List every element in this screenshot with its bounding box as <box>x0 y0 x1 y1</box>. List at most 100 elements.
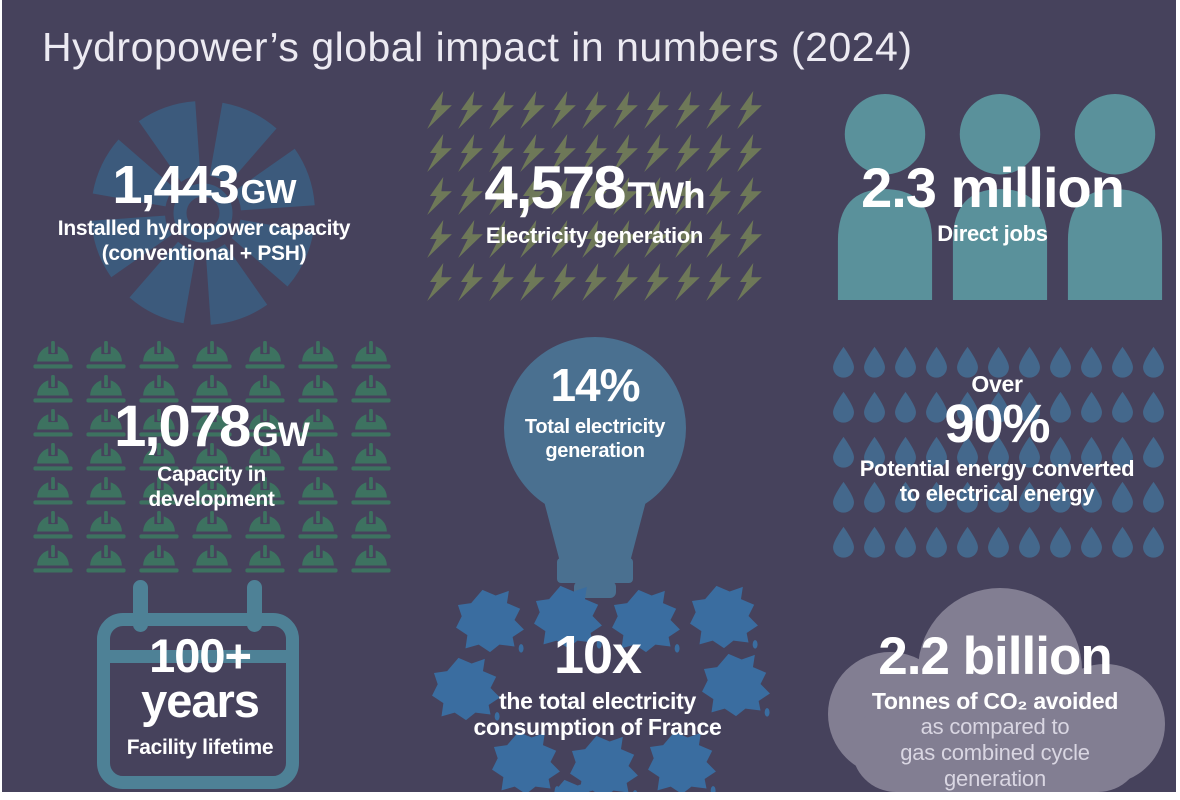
lightning-bolt-icon <box>551 219 576 258</box>
water-drop-icon <box>1050 526 1071 558</box>
lightning-bolt-icon <box>644 90 669 129</box>
hard-hat-icon <box>85 341 126 369</box>
lightning-bolt-icon <box>675 90 700 129</box>
lightning-bolt-icon <box>458 133 483 172</box>
lightning-bolt-icon <box>737 219 762 258</box>
water-drop-icon <box>1019 346 1040 378</box>
hard-hat-icon <box>350 477 391 505</box>
lightning-bolt-icon <box>489 219 514 258</box>
lightning-bolt-icon <box>551 262 576 301</box>
france-map-icon <box>612 589 680 653</box>
person-icon <box>952 94 1048 300</box>
hard-hat-icon <box>191 477 232 505</box>
lifetime-label: Facility lifetime <box>126 736 274 759</box>
lightning-bolt-icon <box>644 133 669 172</box>
lightning-bolt-icon <box>706 90 731 129</box>
water-drop-icon <box>833 526 854 558</box>
france-label-1: the total electricity <box>499 688 696 714</box>
water-drop-icon <box>864 436 885 468</box>
lightning-bolt-icon <box>582 219 607 258</box>
water-drop-icon <box>895 526 916 558</box>
water-drop-icon <box>1143 481 1164 513</box>
water-drop-icon <box>957 481 978 513</box>
installed-capacity-label-1: Installed hydropower capacity <box>57 217 351 240</box>
water-drop-icon <box>926 481 947 513</box>
calendar-icon <box>95 580 305 792</box>
lightning-bolt-grid <box>424 88 765 303</box>
hard-hat-icon <box>138 341 179 369</box>
hard-hat-icon <box>32 341 73 369</box>
water-drop-icon <box>957 346 978 378</box>
lightning-bolt-icon <box>706 176 731 215</box>
water-drop-icon <box>864 346 885 378</box>
jobs-label: Direct jobs <box>937 221 1048 246</box>
water-drop-icon <box>1081 391 1102 423</box>
water-drop-icon <box>957 436 978 468</box>
water-drop-icon <box>926 346 947 378</box>
water-drop-icon <box>895 481 916 513</box>
installed-capacity-text: 1,443GW Installed hydropower capacity (c… <box>28 158 380 266</box>
water-drop-icon <box>1112 346 1133 378</box>
section-share <box>500 336 690 606</box>
lightning-bolt-icon <box>613 133 638 172</box>
hard-hat-icon <box>191 511 232 539</box>
water-drop-icon <box>1143 526 1164 558</box>
co2-text: 2.2 billion Tonnes of CO₂ avoided as com… <box>830 630 1160 792</box>
water-drop-icon <box>895 346 916 378</box>
hard-hat-icon <box>32 545 73 573</box>
lightning-bolt-icon <box>458 176 483 215</box>
calendar-ring-right <box>247 580 262 632</box>
hard-hat-icon <box>32 409 73 437</box>
water-drop-icon <box>833 481 854 513</box>
lightning-bolt-icon <box>520 176 545 215</box>
water-drop-icon <box>926 391 947 423</box>
lightning-bolt-icon <box>427 133 452 172</box>
water-drop-icon <box>1081 436 1102 468</box>
jobs-value: 2.3 million <box>861 156 1125 219</box>
lightning-bolt-icon <box>427 219 452 258</box>
co2-sublabel-3: generation <box>944 766 1046 791</box>
hard-hat-icon <box>32 375 73 403</box>
lightning-bolt-icon <box>582 133 607 172</box>
hard-hat-icon <box>350 375 391 403</box>
share-label-2: generation <box>545 440 645 462</box>
hard-hat-icon <box>244 545 285 573</box>
lightning-bolt-icon <box>737 90 762 129</box>
hard-hat-icon <box>32 477 73 505</box>
water-drop-icon <box>1112 526 1133 558</box>
water-drop-icon <box>926 526 947 558</box>
lightning-bolt-icon <box>706 262 731 301</box>
lightning-bolt-icon <box>706 133 731 172</box>
france-map-icon <box>648 731 716 792</box>
lightning-bolt-icon <box>675 176 700 215</box>
water-drop-icon <box>1050 481 1071 513</box>
water-drop-grid <box>828 340 1169 565</box>
share-value: 14% <box>550 359 640 411</box>
france-map-icon <box>690 585 758 649</box>
hard-hat-icon <box>350 409 391 437</box>
water-drop-icon <box>833 391 854 423</box>
lightning-bolt-icon <box>427 176 452 215</box>
development-unit: GW <box>252 416 310 454</box>
hard-hat-icon <box>138 545 179 573</box>
water-drop-icon <box>833 346 854 378</box>
hard-hat-icon <box>297 545 338 573</box>
france-label-2: consumption of France <box>473 714 722 740</box>
france-map-field <box>425 582 775 792</box>
lightning-bolt-icon <box>582 176 607 215</box>
lightning-bolt-icon <box>675 262 700 301</box>
generation-value: 4,578TWh <box>484 154 705 221</box>
hard-hat-icon <box>191 545 232 573</box>
water-drop-icon <box>895 391 916 423</box>
jobs-text: 2.3 million Direct jobs <box>820 156 1165 247</box>
hard-hat-icon <box>32 511 73 539</box>
hard-hat-icon <box>85 545 126 573</box>
turbine-icon <box>91 101 315 325</box>
lightning-bolt-icon <box>737 176 762 215</box>
hard-hat-icon <box>244 409 285 437</box>
hard-hat-icon <box>244 443 285 471</box>
lightning-bolt-icon <box>489 176 514 215</box>
water-drop-icon <box>926 436 947 468</box>
water-drop-icon <box>1019 436 1040 468</box>
